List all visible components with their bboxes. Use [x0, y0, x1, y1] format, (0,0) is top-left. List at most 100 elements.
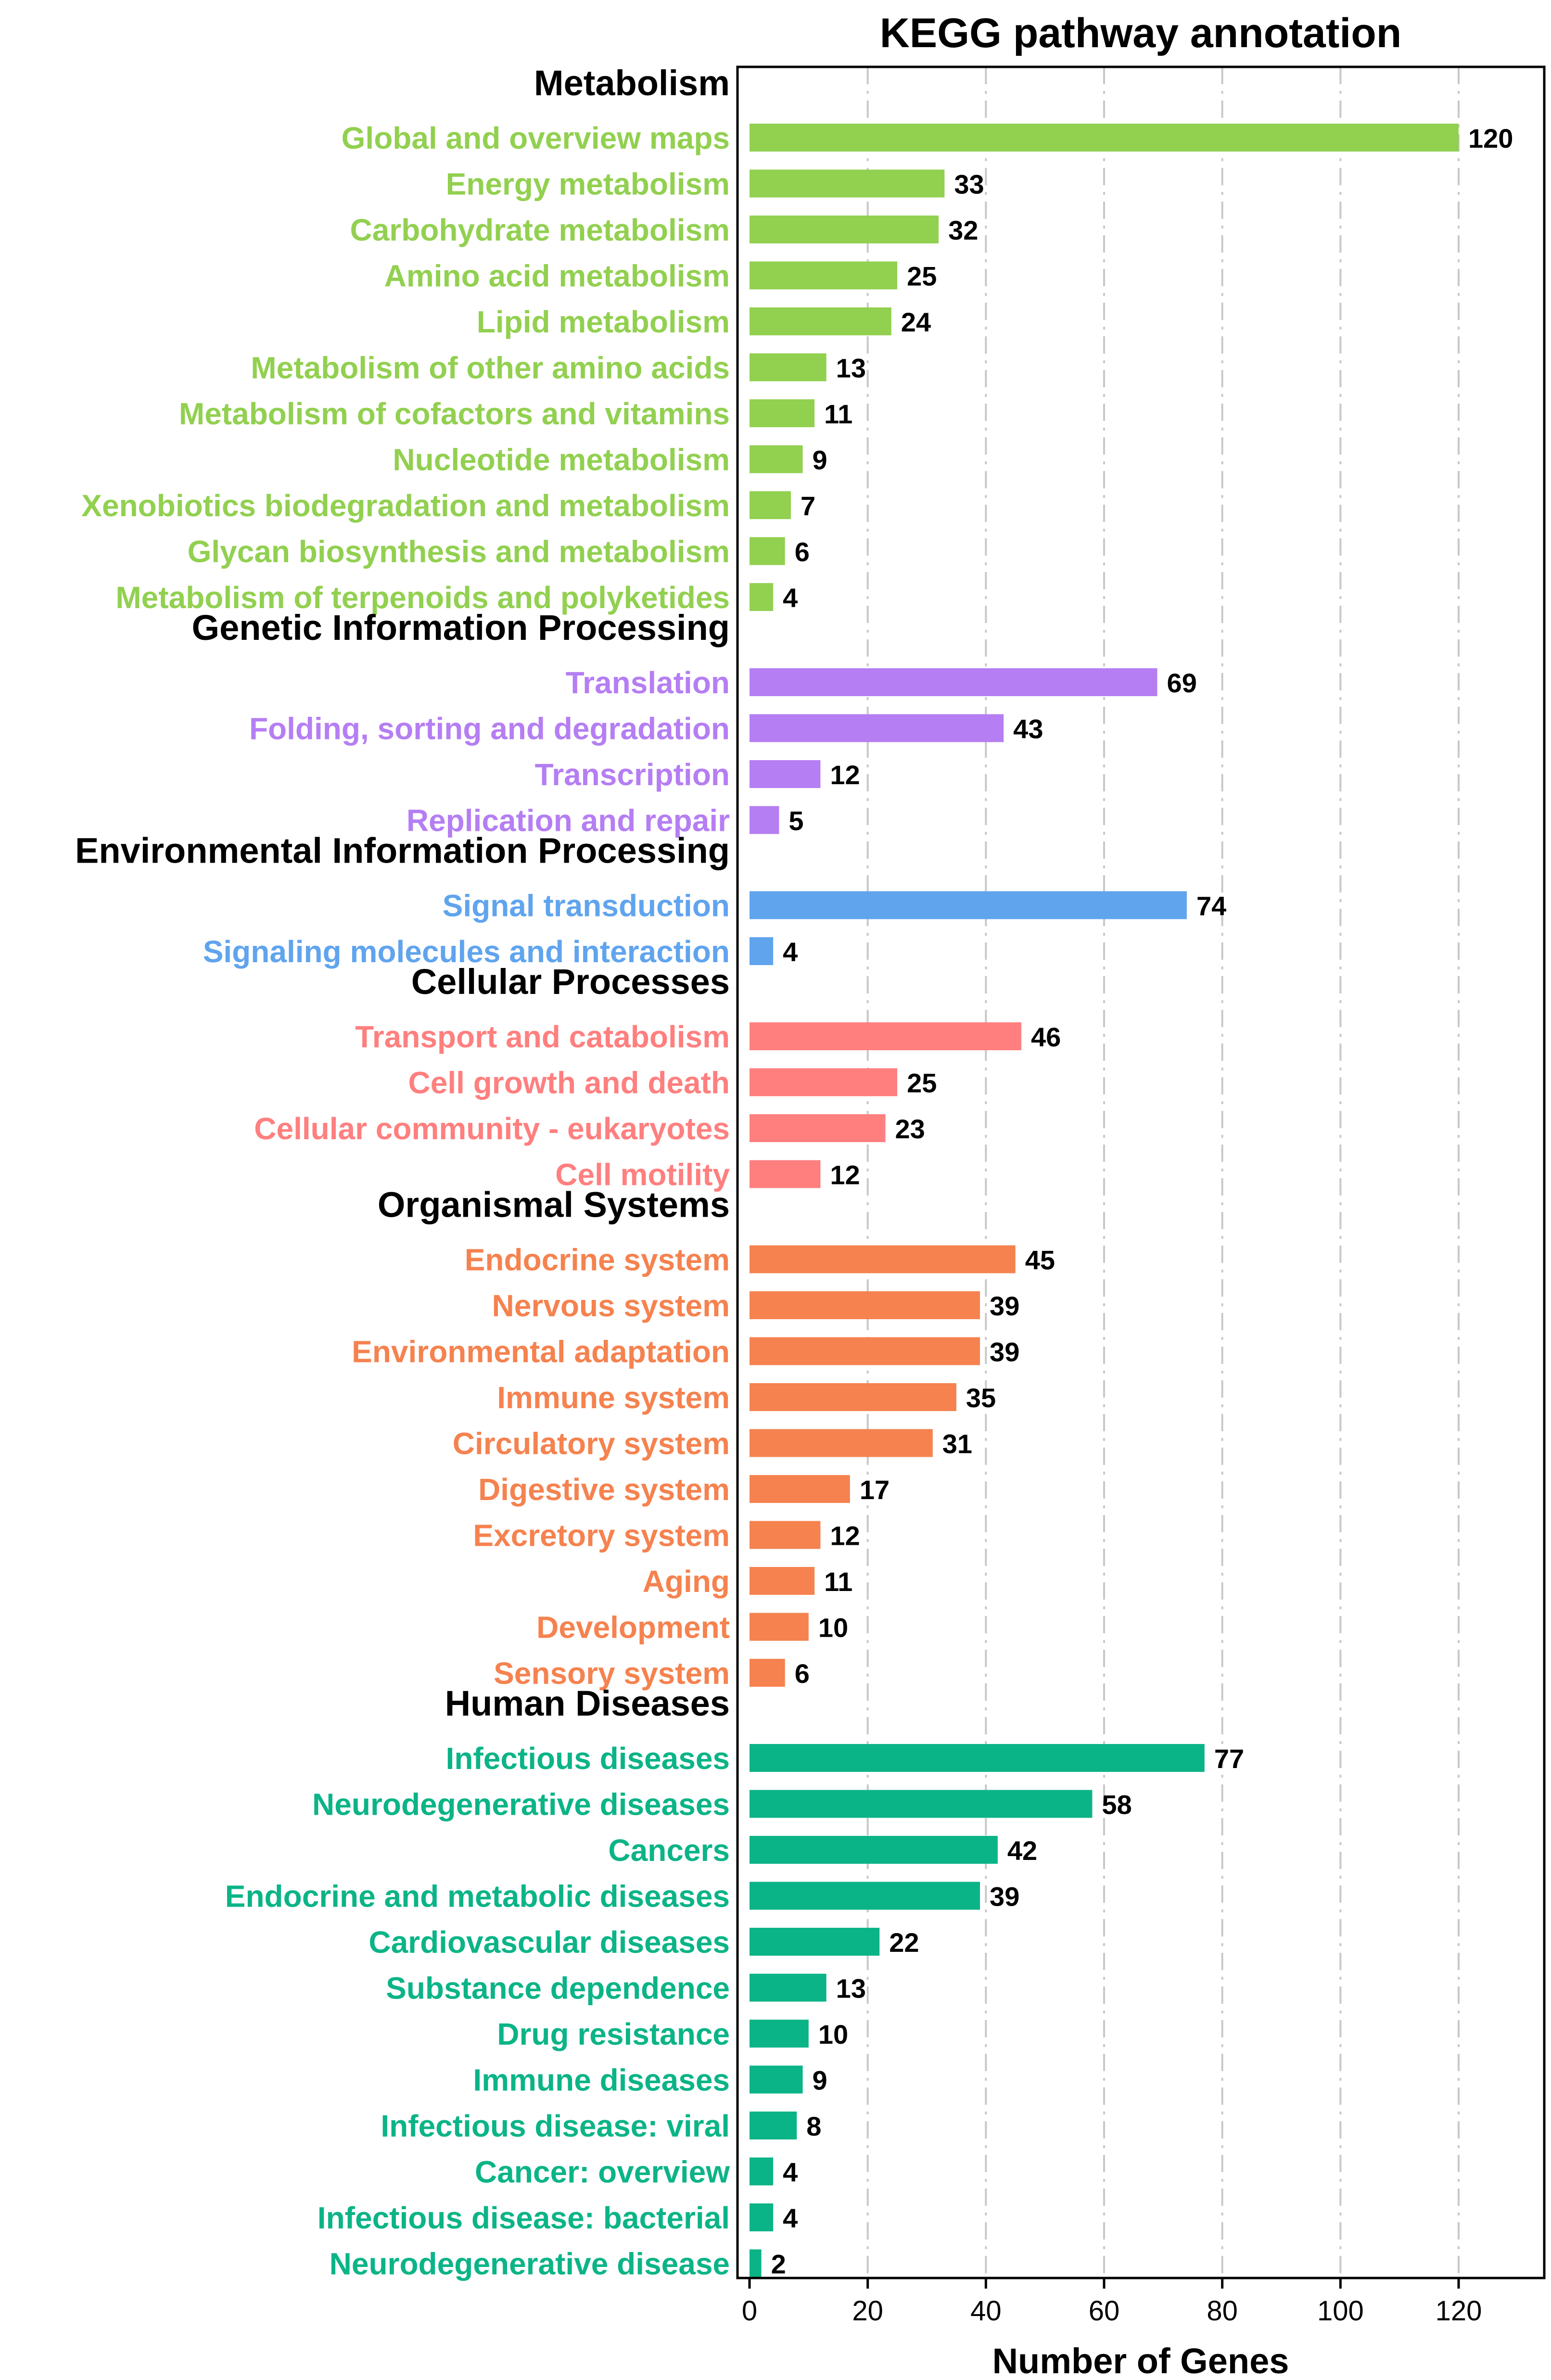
- bar: [750, 2203, 774, 2231]
- category-label: Transport and catabolism: [355, 1019, 730, 1054]
- value-label: 39: [990, 1337, 1019, 1367]
- bar: [750, 1068, 898, 1096]
- value-label: 39: [990, 1291, 1019, 1321]
- category-label: Transcription: [535, 757, 730, 792]
- bar: [750, 583, 774, 611]
- value-label: 9: [813, 2065, 827, 2096]
- value-label: 42: [1007, 1835, 1037, 1866]
- category-label: Metabolism of other amino acids: [251, 351, 730, 385]
- bar: [750, 491, 791, 519]
- value-label: 11: [824, 1566, 852, 1597]
- value-label: 12: [830, 760, 860, 790]
- category-label: Xenobiotics biodegradation and metabolis…: [81, 488, 730, 523]
- bar: [750, 891, 1187, 919]
- value-label: 9: [813, 445, 827, 475]
- bar: [750, 1114, 886, 1142]
- bar: [750, 1022, 1022, 1050]
- group-header: Human Diseases: [445, 1683, 730, 1723]
- category-label: Glycan biosynthesis and metabolism: [188, 535, 730, 569]
- bar: [750, 261, 898, 290]
- category-label: Energy metabolism: [446, 167, 730, 202]
- bar: [750, 1567, 815, 1595]
- category-label: Cancer: overview: [475, 2155, 730, 2189]
- category-label: Nervous system: [492, 1288, 730, 1323]
- bar: [750, 1790, 1093, 1818]
- x-tick-label: 0: [742, 2295, 757, 2327]
- category-label: Infectious disease: bacterial: [318, 2201, 730, 2235]
- value-label: 6: [795, 1658, 810, 1689]
- value-label: 23: [895, 1114, 925, 1144]
- category-label: Translation: [566, 665, 730, 700]
- value-label: 22: [889, 1927, 919, 1958]
- category-label: Metabolism of cofactors and vitamins: [179, 396, 730, 431]
- x-tick-label: 60: [1089, 2295, 1120, 2327]
- category-label: Carbohydrate metabolism: [350, 213, 730, 247]
- category-label: Development: [536, 1610, 730, 1645]
- category-label: Replication and repair: [407, 803, 730, 838]
- grid-lines: [866, 67, 1460, 2278]
- bar: [750, 1383, 956, 1411]
- category-label: Endocrine system: [465, 1243, 730, 1277]
- value-label: 120: [1468, 123, 1513, 153]
- value-label: 33: [954, 169, 984, 200]
- bar: [750, 1429, 933, 1457]
- category-label: Neurodegenerative disease: [330, 2247, 730, 2281]
- category-label: Sensory system: [494, 1656, 730, 1691]
- value-label: 4: [783, 937, 798, 967]
- category-label: Environmental adaptation: [352, 1335, 730, 1369]
- bar: [750, 169, 945, 198]
- bar: [750, 399, 815, 427]
- chart-title: KEGG pathway annotation: [880, 10, 1402, 56]
- bar: [750, 2157, 774, 2186]
- value-label: 10: [818, 1613, 848, 1643]
- bar: [750, 445, 803, 473]
- x-tick-label: 40: [970, 2295, 1002, 2327]
- bar: [750, 1928, 880, 1956]
- bar: [750, 668, 1157, 696]
- category-label: Signal transduction: [443, 889, 730, 923]
- value-label: 13: [836, 1973, 866, 2004]
- category-label: Immune system: [497, 1380, 730, 1415]
- bar: [750, 806, 779, 834]
- value-label: 8: [806, 2111, 821, 2141]
- category-label: Amino acid metabolism: [384, 259, 730, 293]
- bars: 1203332252413119764694312574446252312453…: [750, 123, 1513, 2279]
- group-header: Genetic Information Processing: [192, 608, 730, 648]
- value-label: 25: [907, 1068, 937, 1098]
- x-tick-label: 120: [1436, 2295, 1482, 2327]
- category-label: Folding, sorting and degradation: [249, 712, 730, 746]
- value-label: 46: [1031, 1022, 1061, 1052]
- category-label: Lipid metabolism: [477, 305, 730, 339]
- category-label: Infectious diseases: [446, 1741, 730, 1776]
- bar: [750, 1882, 980, 1910]
- bar: [750, 1836, 998, 1864]
- category-label: Excretory system: [473, 1518, 730, 1553]
- value-label: 74: [1196, 891, 1226, 921]
- category-label: Aging: [643, 1564, 730, 1599]
- x-tick-label: 20: [852, 2295, 883, 2327]
- value-label: 12: [830, 1160, 860, 1190]
- category-label: Cell motility: [555, 1158, 730, 1192]
- value-label: 35: [966, 1383, 996, 1413]
- value-label: 69: [1167, 668, 1197, 698]
- category-label: Global and overview maps: [342, 121, 730, 155]
- value-label: 10: [818, 2019, 848, 2049]
- category-label: Digestive system: [478, 1472, 730, 1507]
- bar: [750, 2112, 797, 2139]
- bar: [750, 1744, 1205, 1772]
- bar: [750, 1613, 809, 1641]
- category-label: Infectious disease: viral: [381, 2109, 730, 2143]
- group-header: Cellular Processes: [411, 962, 730, 1002]
- value-label: 2: [771, 2249, 786, 2279]
- category-label: Signaling molecules and interaction: [203, 934, 730, 969]
- category-label: Cancers: [608, 1833, 730, 1868]
- value-label: 4: [783, 583, 798, 613]
- category-label: Substance dependence: [386, 1971, 730, 2006]
- value-label: 6: [795, 537, 810, 567]
- bar: [750, 1160, 821, 1188]
- category-label: Metabolism of terpenoids and polyketides: [115, 580, 730, 615]
- group-header: Environmental Information Processing: [75, 831, 730, 871]
- value-label: 11: [824, 399, 852, 429]
- category-label: Neurodegenerative diseases: [312, 1787, 730, 1822]
